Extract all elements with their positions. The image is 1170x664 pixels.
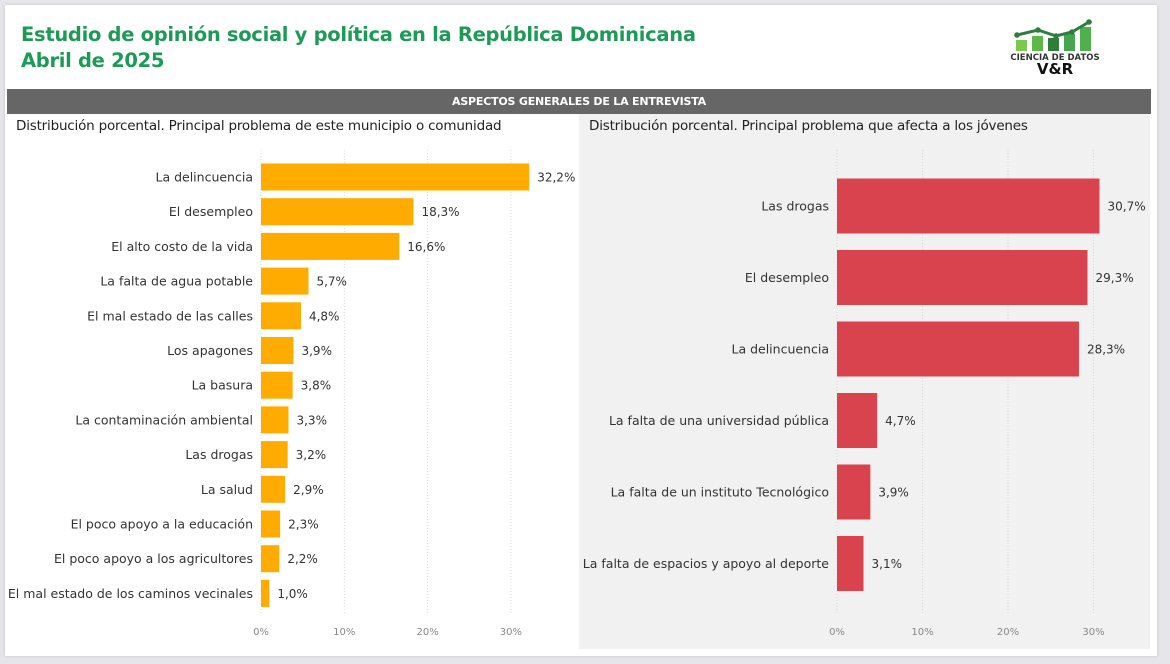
data-label: 4,7% <box>885 414 916 428</box>
bar[interactable] <box>261 163 530 191</box>
x-tick-label: 20% <box>997 627 1019 638</box>
x-tick-label: 10% <box>333 627 355 638</box>
bar[interactable] <box>837 536 864 591</box>
bar[interactable] <box>837 393 878 448</box>
data-label: 2,3% <box>288 518 319 532</box>
bar[interactable] <box>261 267 309 295</box>
data-label: 30,7% <box>1107 200 1145 214</box>
category-label: Las drogas <box>185 447 253 462</box>
bar[interactable] <box>261 579 270 607</box>
data-label: 3,1% <box>872 557 903 571</box>
bar[interactable] <box>261 302 301 330</box>
data-label: 2,2% <box>287 552 318 566</box>
data-label: 3,2% <box>296 448 327 462</box>
category-label: La contaminación ambiental <box>75 412 253 427</box>
data-label: 3,9% <box>878 486 909 500</box>
bar[interactable] <box>837 321 1079 377</box>
category-label: El mal estado de las calles <box>87 308 253 323</box>
data-label: 1,0% <box>277 587 308 601</box>
category-label: La basura <box>192 378 253 393</box>
category-label: La delincuencia <box>155 170 253 185</box>
category-label: El desempleo <box>169 204 253 219</box>
bar-line-chart-logo-icon <box>1014 19 1092 51</box>
bar[interactable] <box>261 475 286 503</box>
data-label: 28,3% <box>1087 343 1125 357</box>
category-label: El mal estado de los caminos vecinales <box>8 586 253 601</box>
logo-text-line2: V&R <box>1037 60 1074 78</box>
category-label: La falta de agua potable <box>100 274 253 289</box>
category-label: La falta de una universidad pública <box>609 413 829 428</box>
bar[interactable] <box>261 337 294 364</box>
category-label: El poco apoyo a los agricultores <box>54 551 253 566</box>
data-label: 3,9% <box>301 344 332 358</box>
left-chart-title: Distribución porcental. Principal proble… <box>16 118 502 134</box>
x-tick-label: 20% <box>416 627 438 638</box>
category-label: La salud <box>201 482 253 497</box>
report-date: Abril de 2025 <box>21 49 165 72</box>
report-title: Estudio de opinión social y política en … <box>21 22 696 74</box>
bar[interactable] <box>837 464 871 520</box>
right-chart-title: Distribución porcental. Principal proble… <box>589 118 1028 134</box>
category-label: La falta de un instituto Tecnológico <box>611 485 829 500</box>
bar[interactable] <box>261 441 288 469</box>
category-label: La delincuencia <box>731 342 829 357</box>
category-label: El alto costo de la vida <box>111 239 253 254</box>
x-tick-label: 30% <box>500 627 522 638</box>
report-title-line1: Estudio de opinión social y política en … <box>21 23 696 46</box>
data-label: 18,3% <box>421 205 459 219</box>
category-label: Las drogas <box>761 199 829 214</box>
category-label: El poco apoyo a la educación <box>71 517 253 532</box>
data-label: 3,8% <box>301 379 332 393</box>
x-tick-label: 0% <box>829 627 845 638</box>
bar[interactable] <box>837 178 1100 234</box>
x-tick-label: 10% <box>911 627 933 638</box>
data-label: 16,6% <box>407 240 445 254</box>
section-header: ASPECTOS GENERALES DE LA ENTREVISTA <box>7 89 1151 114</box>
data-label: 3,3% <box>296 413 327 427</box>
bar[interactable] <box>837 250 1088 305</box>
data-label: 32,2% <box>537 171 575 185</box>
logo: CIENCIA DE DATOS V&R <box>1010 19 1100 78</box>
data-label: 5,7% <box>316 275 347 289</box>
x-tick-label: 30% <box>1082 627 1104 638</box>
data-label: 4,8% <box>309 309 340 323</box>
category-label: Los apagones <box>167 343 253 358</box>
logo-text-line1: CIENCIA DE DATOS <box>1010 53 1099 63</box>
x-tick-label: 0% <box>253 627 269 638</box>
category-label: El desempleo <box>745 270 829 285</box>
data-label: 2,9% <box>293 483 324 497</box>
bar[interactable] <box>261 198 414 226</box>
category-label: La falta de espacios y apoyo al deporte <box>583 556 830 571</box>
data-label: 29,3% <box>1096 271 1134 285</box>
bar[interactable] <box>261 371 293 399</box>
bar[interactable] <box>261 545 280 573</box>
bar[interactable] <box>261 232 400 260</box>
bar[interactable] <box>261 510 281 538</box>
bar[interactable] <box>261 406 289 434</box>
